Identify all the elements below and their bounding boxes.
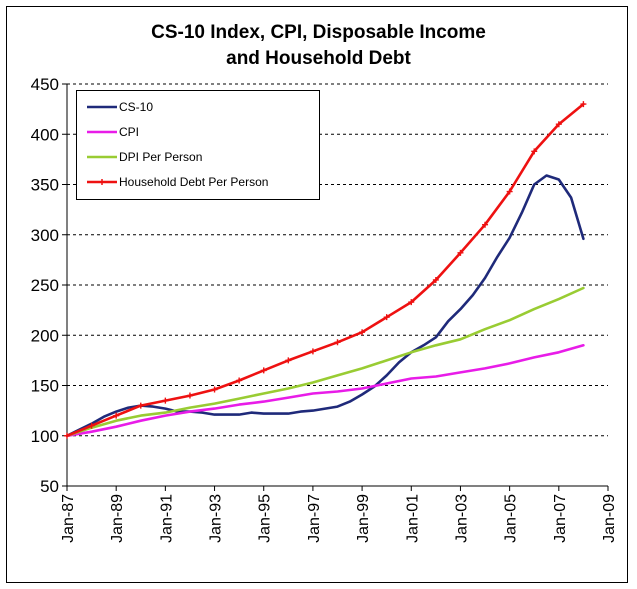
series-line-2 [65, 286, 585, 438]
legend-swatch-cs10 [87, 105, 117, 109]
series-point-debt [432, 276, 439, 283]
series-point-debt [408, 299, 415, 306]
y-tick-label: 250 [31, 276, 59, 295]
y-tick-label: 150 [31, 377, 59, 396]
legend-swatch-debt [87, 179, 117, 185]
legend-item-cs10: CS-10 [77, 99, 317, 115]
series-point-debt [162, 397, 169, 404]
series-point-debt [555, 121, 562, 128]
series-point-debt [211, 386, 218, 393]
series-point-debt [580, 101, 587, 108]
y-tick-label: 350 [31, 176, 59, 195]
legend-item-debt: Household Debt Per Person [77, 174, 317, 190]
series-point-debt [88, 422, 95, 429]
x-tick-label: Jan-91 [158, 494, 175, 543]
chart-legend: CS-10 CPI DPI Per Person Household Debt … [76, 90, 320, 200]
series-line-1 [65, 343, 585, 438]
series-point-debt [359, 329, 366, 336]
y-tick-label: 400 [31, 125, 59, 144]
x-tick-label: Jan-97 [306, 494, 323, 543]
legend-label-debt: Household Debt Per Person [119, 175, 269, 189]
x-tick-label: Jan-07 [552, 494, 569, 543]
x-tick-label: Jan-09 [601, 494, 618, 543]
series-point-debt [113, 412, 120, 419]
x-tick-label: Jan-99 [355, 494, 372, 543]
series-point-debt [457, 249, 464, 256]
series-point-debt [64, 432, 70, 439]
legend-item-dpi: DPI Per Person [77, 149, 317, 165]
series-point-debt [137, 402, 144, 409]
chart-title-line-2: and Household Debt [226, 48, 411, 69]
legend-swatch-cpi [87, 130, 117, 134]
x-tick-label: Jan-93 [208, 494, 225, 543]
series-line-3 [65, 102, 585, 438]
legend-label-cs10: CS-10 [119, 100, 154, 114]
x-tick-label: Jan-03 [453, 494, 470, 543]
legend-swatch-dpi [87, 155, 117, 159]
series-point-debt [383, 314, 390, 321]
series-point-debt [186, 392, 193, 399]
x-tick-label: Jan-05 [503, 494, 520, 543]
y-tick-label: 300 [31, 226, 59, 245]
series-line-0 [65, 174, 585, 438]
series-point-debt [260, 367, 267, 374]
series-point-debt [482, 221, 489, 228]
series-point-debt [531, 148, 538, 155]
series-point-debt [506, 188, 513, 195]
legend-item-cpi: CPI [77, 124, 317, 140]
y-tick-label: 450 [31, 75, 59, 94]
series-point-debt [309, 348, 316, 355]
x-tick-label: Jan-01 [404, 494, 421, 543]
series-point-debt [236, 377, 243, 384]
legend-label-cpi: CPI [119, 125, 140, 139]
x-tick-label: Jan-87 [60, 494, 77, 543]
chart-title-line-1: CS-10 Index, CPI, Disposable Income [151, 22, 486, 43]
y-tick-label: 50 [40, 477, 59, 496]
y-tick-label: 200 [31, 326, 59, 345]
legend-label-dpi: DPI Per Person [119, 150, 203, 164]
series-point-debt [334, 339, 341, 346]
x-tick-label: Jan-95 [257, 494, 274, 543]
y-tick-label: 100 [31, 427, 59, 446]
chart-title: CS-10 Index, CPI, Disposable Income and … [0, 20, 637, 72]
series-point-debt [285, 357, 292, 364]
x-tick-label: Jan-89 [109, 494, 126, 543]
